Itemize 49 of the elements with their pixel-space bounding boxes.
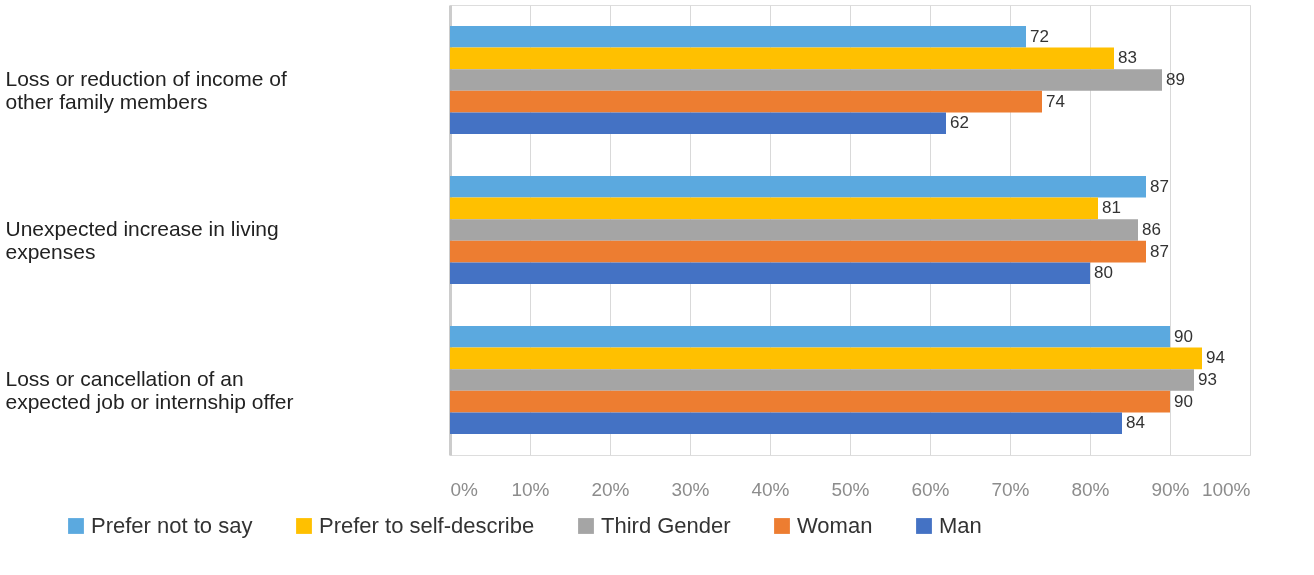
y-tick-label: Unexpected increase in living expenses <box>5 217 279 263</box>
data-label: 83 <box>1118 48 1137 68</box>
x-tick-label: 40% <box>751 478 790 500</box>
bar <box>450 347 1202 370</box>
x-tick-label: 0% <box>450 478 479 500</box>
legend-label: Woman <box>797 513 873 538</box>
legend-label: Prefer to self-describe <box>319 513 535 538</box>
data-label: 90 <box>1174 326 1193 346</box>
x-tick-label: 100% <box>1201 478 1251 500</box>
bar <box>450 112 946 134</box>
x-tick-label: 80% <box>1071 478 1110 500</box>
bar <box>450 69 1162 91</box>
x-tick-label: 30% <box>671 478 710 500</box>
data-label: 87 <box>1150 176 1169 196</box>
y-tick-label: Loss or cancellation of an expected job or internship offer <box>5 367 294 413</box>
bar <box>450 197 1098 220</box>
bar <box>450 412 1122 434</box>
bar <box>450 219 1138 241</box>
data-label: 94 <box>1206 348 1225 368</box>
y-tick-label: Loss or reduction of income of other family members <box>5 67 287 113</box>
bar <box>450 326 1170 348</box>
data-label: 86 <box>1142 220 1161 239</box>
bar <box>450 47 1114 70</box>
bar <box>450 26 1026 48</box>
data-label: 72 <box>1030 26 1049 46</box>
bar <box>450 262 1090 284</box>
data-label: 81 <box>1102 198 1121 218</box>
data-label: 84 <box>1126 413 1145 433</box>
x-tick-label: 90% <box>1151 478 1190 500</box>
data-label: 74 <box>1046 91 1065 111</box>
x-tick-label: 10% <box>511 478 550 500</box>
data-label: 62 <box>950 113 969 133</box>
x-tick-label: 70% <box>991 478 1030 500</box>
x-tick-label: 60% <box>911 478 950 500</box>
data-label: 93 <box>1198 370 1217 389</box>
bar <box>450 390 1170 413</box>
x-tick-label: 20% <box>591 478 630 500</box>
bar <box>450 369 1194 391</box>
data-label: 80 <box>1094 263 1113 283</box>
legend-label: Man <box>939 513 982 538</box>
legend-label: Prefer not to say <box>91 513 253 538</box>
x-tick-label: 50% <box>831 478 870 500</box>
bar <box>450 90 1042 113</box>
data-label: 89 <box>1166 70 1185 89</box>
data-label: 90 <box>1174 391 1193 411</box>
bar <box>450 240 1146 263</box>
bar <box>450 176 1146 198</box>
data-label: 87 <box>1150 241 1169 261</box>
legend-label: Third Gender <box>601 513 731 538</box>
